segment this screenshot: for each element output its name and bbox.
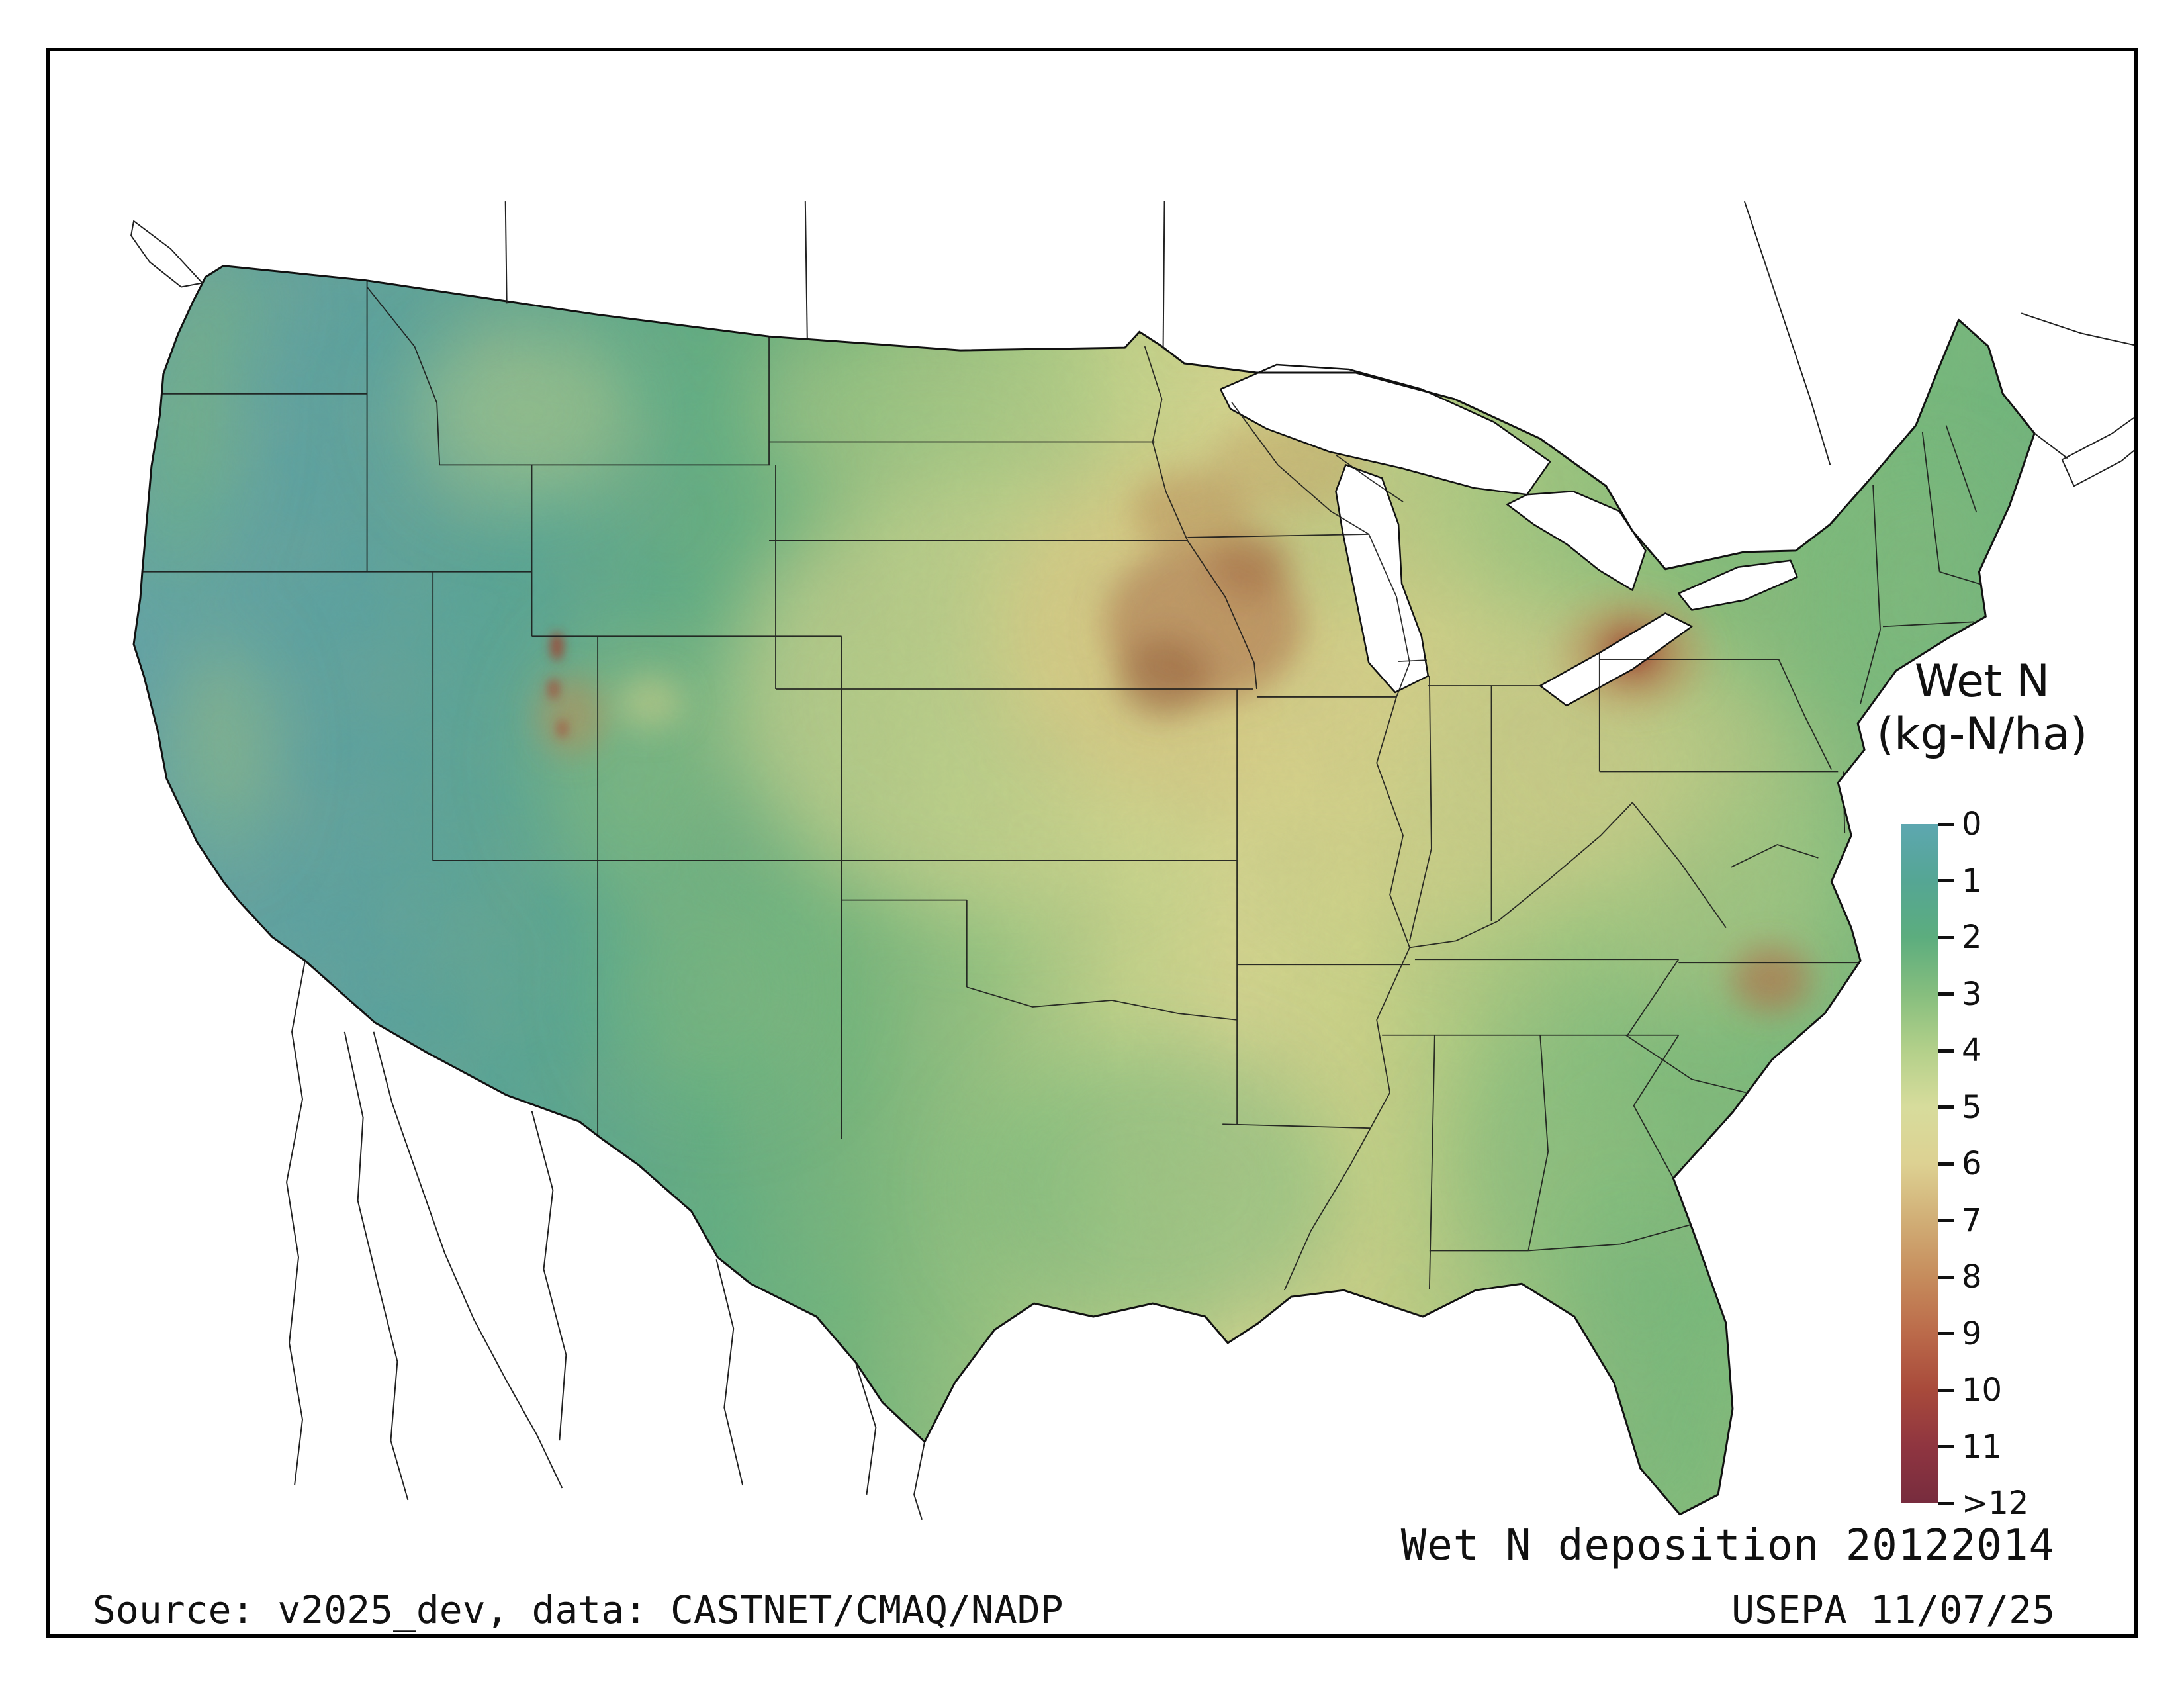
state-borders xyxy=(142,280,1983,1291)
legend-tick-mark xyxy=(1938,822,1954,826)
legend-tick: 0 xyxy=(1938,806,1982,843)
lake-huron xyxy=(1506,490,1647,591)
legend-tick-mark xyxy=(1938,935,1954,939)
legend-tick-mark xyxy=(1938,1049,1954,1053)
legend-tick: 2 xyxy=(1938,919,1982,956)
legend-tick-mark xyxy=(1938,879,1954,882)
legend-tick-value: 8 xyxy=(1962,1258,1982,1295)
us-outline xyxy=(132,265,2036,1516)
great-lakes xyxy=(1219,363,1798,707)
legend-tick-value: 6 xyxy=(1962,1145,1982,1182)
legend-tick: 10 xyxy=(1938,1372,2002,1409)
legend-tick-value: 5 xyxy=(1962,1088,1982,1126)
legend-tick-labels: 0 1 2 3 4 5 6 7 8 9 10 11 >12 xyxy=(1938,806,2064,1522)
legend-tick-mark xyxy=(1938,1162,1954,1166)
legend-tick-mark xyxy=(1938,1445,1954,1448)
legend-tick: 5 xyxy=(1938,1089,1982,1126)
legend-tick-value: 2 xyxy=(1962,919,1982,956)
legend-tick: 11 xyxy=(1938,1429,2002,1466)
legend-tick-value: 4 xyxy=(1962,1032,1982,1069)
legend-tick: 8 xyxy=(1938,1258,1982,1295)
legend-title-line2: (kg-N/ha) xyxy=(1876,708,2088,761)
legend-tick-mark xyxy=(1938,1388,1954,1392)
legend-colorbar xyxy=(1901,824,1938,1503)
canada-borders xyxy=(130,201,2134,487)
agency-date-note: USEPA 11/07/25 xyxy=(1731,1587,2055,1632)
legend-tick-value: 1 xyxy=(1962,862,1982,900)
raster-grain-texture xyxy=(134,265,2035,1515)
legend-title-line1: Wet N xyxy=(1914,655,2050,708)
legend-tick-mark xyxy=(1938,992,1954,996)
legend-tick-value: 11 xyxy=(1962,1428,2003,1466)
legend-tick: 6 xyxy=(1938,1145,1982,1182)
us-deposition-map xyxy=(130,201,2134,1521)
legend-tick-mark xyxy=(1938,1501,1954,1505)
legend-title: Wet N (kg-N/ha) xyxy=(1873,655,2091,761)
source-note: Source: v2025_dev, data: CASTNET/CMAQ/NA… xyxy=(93,1587,1064,1632)
legend-tick: >12 xyxy=(1938,1485,2028,1522)
legend-tick: 9 xyxy=(1938,1315,1982,1352)
legend-tick-mark xyxy=(1938,1219,1954,1222)
legend-tick-value: 7 xyxy=(1962,1201,1982,1239)
map-caption: Wet N deposition 20122014 xyxy=(1400,1521,2055,1570)
legend-tick-value: 9 xyxy=(1962,1315,1982,1352)
legend-tick-mark xyxy=(1938,1275,1954,1279)
legend-tick: 3 xyxy=(1938,976,1982,1013)
legend-tick-value: >12 xyxy=(1962,1485,2029,1522)
legend-tick-value: 3 xyxy=(1962,975,1982,1013)
legend-tick-mark xyxy=(1938,1332,1954,1335)
legend-tick-value: 10 xyxy=(1962,1372,2003,1409)
lake-ontario xyxy=(1678,559,1798,611)
mexico-borders xyxy=(286,961,926,1521)
legend-tick: 1 xyxy=(1938,863,1982,900)
legend-tick-value: 0 xyxy=(1962,806,1982,843)
legend-tick-mark xyxy=(1938,1105,1954,1109)
legend-tick: 4 xyxy=(1938,1032,1982,1069)
lake-michigan xyxy=(1335,464,1430,694)
legend-tick: 7 xyxy=(1938,1202,1982,1239)
plot-frame xyxy=(46,48,2138,1638)
